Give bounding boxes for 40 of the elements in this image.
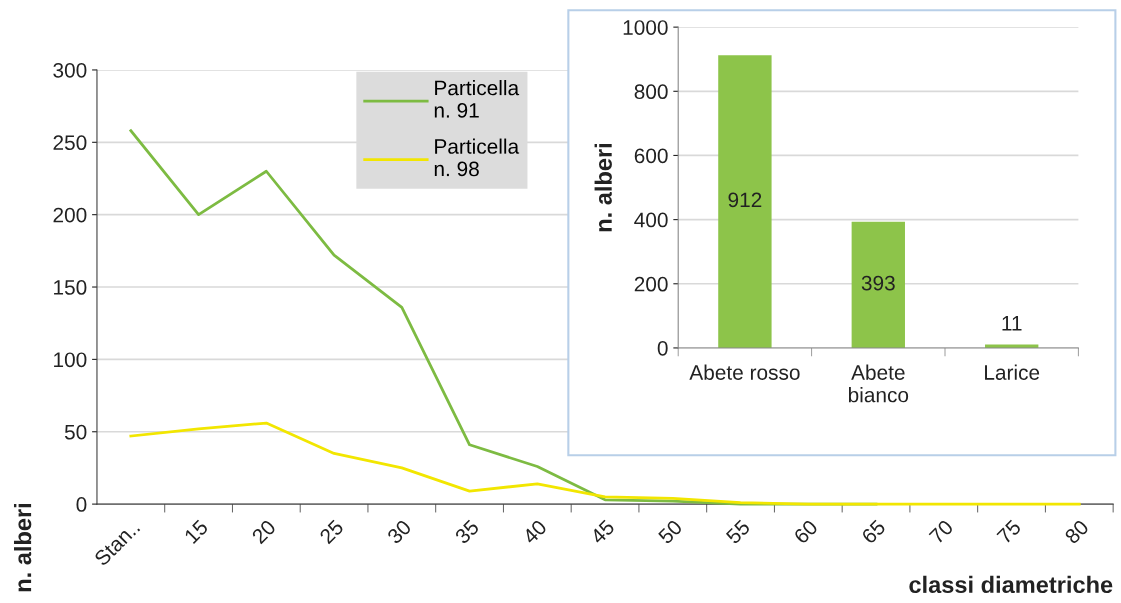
bar	[718, 55, 772, 348]
y-tick-label: 200	[53, 207, 87, 223]
legend-label: Particella n. 91	[434, 80, 520, 118]
x-tick-label: 70	[928, 518, 955, 545]
y-tick-label: 200	[634, 276, 668, 292]
x-axis-title: classi diametriche	[909, 575, 1113, 594]
x-tick-label: 65	[860, 519, 887, 545]
y-tick-label: 100	[54, 352, 87, 368]
x-tick-label: Larice	[985, 364, 1040, 380]
x-tick-label: 40	[521, 518, 548, 545]
x-tick-label: 35	[454, 519, 480, 545]
data-label: 11	[1002, 316, 1022, 331]
y-tick-label: 600	[634, 148, 668, 164]
line-series	[129, 421, 1081, 506]
y-axis-title: n. alberi	[594, 143, 612, 232]
x-tick-label: 80	[1063, 518, 1090, 545]
x-tick-label: 75	[996, 519, 1022, 545]
y-tick-label: 300	[53, 62, 87, 78]
x-tick-label: 15	[183, 519, 209, 545]
x-tick-label: 45	[589, 519, 616, 545]
y-tick-label: 800	[634, 84, 668, 100]
x-tick-label: 60	[793, 518, 819, 545]
y-tick-label: 250	[53, 135, 87, 151]
legend-label: Particella n. 98	[434, 138, 520, 177]
x-tick-label: Abete bianco	[848, 364, 909, 403]
x-tick-label: 55	[725, 519, 751, 545]
y-axis-title: n. alberi	[13, 503, 32, 592]
y-tick-label: 150	[54, 280, 87, 295]
data-label: 912	[728, 192, 762, 208]
bar	[851, 221, 905, 348]
x-tick-label: Abete rosso	[689, 364, 800, 380]
x-tick-label: 30	[386, 518, 413, 545]
y-tick-label: 0	[76, 497, 87, 512]
x-tick-label: 20	[251, 518, 277, 545]
y-tick-label: 50	[64, 424, 87, 440]
y-tick-label: 0	[657, 340, 668, 356]
y-tick-label: 400	[634, 212, 668, 228]
y-tick-label: 1000	[623, 20, 668, 35]
data-label: 393	[861, 275, 895, 291]
x-tick-label: 25	[318, 519, 345, 545]
